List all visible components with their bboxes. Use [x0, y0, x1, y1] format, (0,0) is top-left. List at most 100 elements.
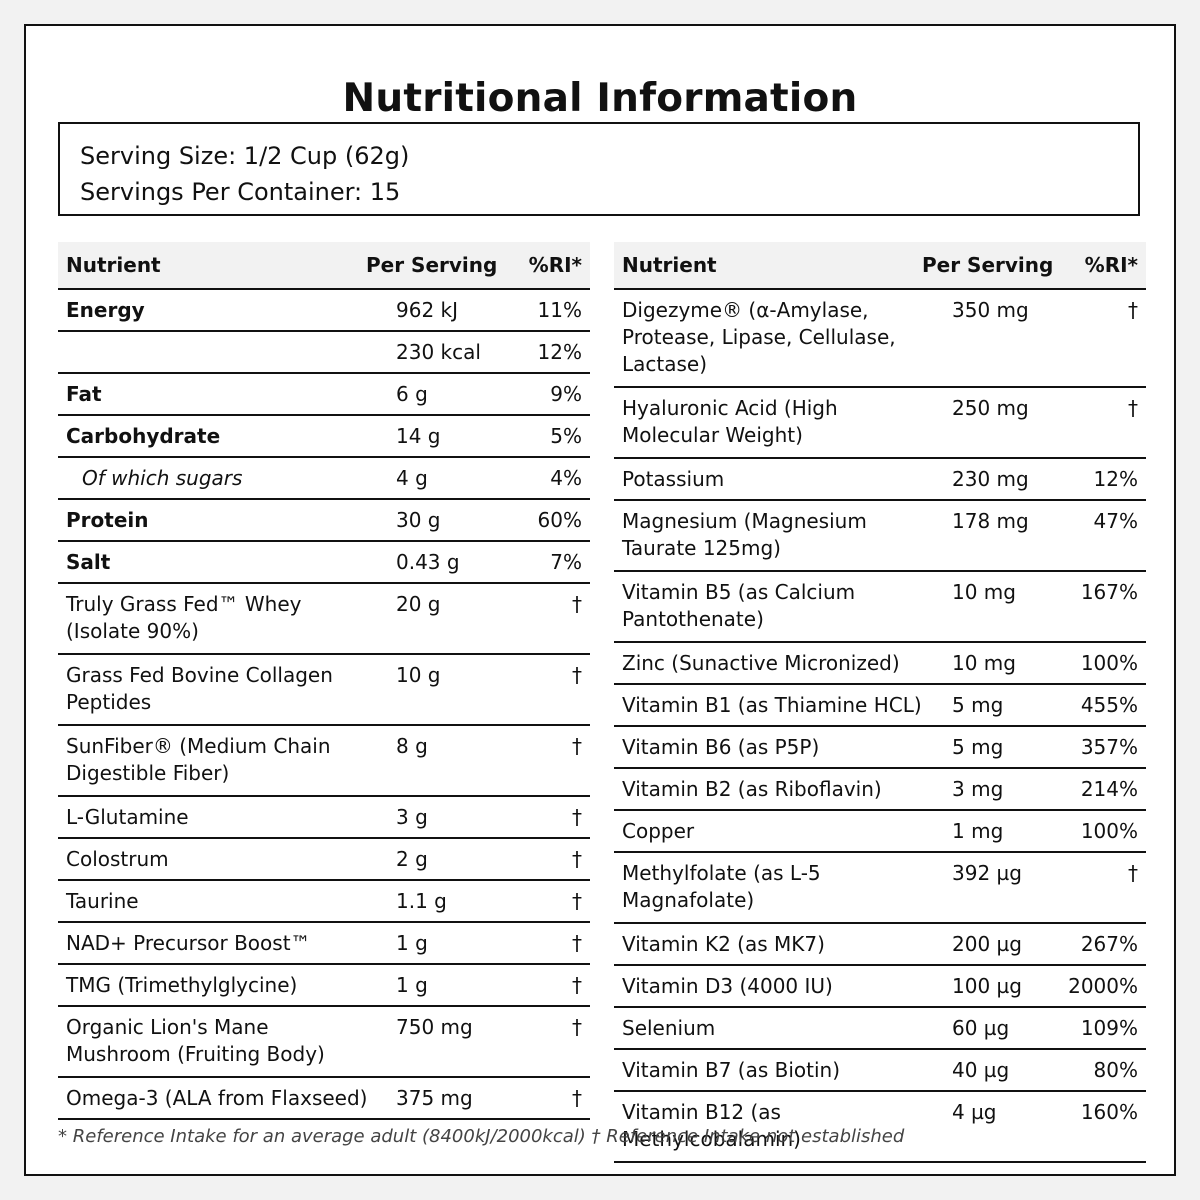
ri-value: †	[508, 880, 590, 923]
per-serving-value: 962 kJ	[358, 289, 508, 332]
table-row: Fat 6 g 9%	[58, 373, 590, 416]
per-serving-value: 2 g	[358, 838, 508, 881]
footnote: * Reference Intake for an average adult …	[58, 1126, 905, 1147]
table-row: Vitamin B6 (as P5P) 5 mg 357%	[614, 726, 1146, 769]
nutrient-name: Vitamin K2 (as MK7)	[614, 923, 914, 966]
ri-value: 357%	[1054, 726, 1146, 769]
nutrient-name: Colostrum	[58, 838, 358, 881]
table-row: Energy 962 kJ 11%	[58, 289, 590, 332]
per-serving-value: 1 g	[358, 922, 508, 965]
ri-value: 80%	[1054, 1049, 1146, 1092]
nutrient-name: Digezyme® (α-Amylase, Protease, Lipase, …	[614, 289, 914, 388]
table-row: Vitamin K2 (as MK7) 200 µg 267%	[614, 923, 1146, 966]
per-serving-value: 4 g	[358, 457, 508, 500]
per-serving-value: 14 g	[358, 415, 508, 458]
per-serving-value: 30 g	[358, 499, 508, 542]
nutrient-name: Vitamin B6 (as P5P)	[614, 726, 914, 769]
table-row: TMG (Trimethylglycine) 1 g †	[58, 964, 590, 1007]
ri-value: †	[508, 838, 590, 881]
per-serving-value: 4 µg	[914, 1091, 1054, 1163]
per-serving-value: 10 mg	[914, 642, 1054, 685]
ri-value: 455%	[1054, 684, 1146, 727]
nutrient-name: Grass Fed Bovine Collagen Peptides	[58, 654, 358, 726]
per-serving-value: 200 µg	[914, 923, 1054, 966]
per-serving-value: 10 g	[358, 654, 508, 726]
table-row: L-Glutamine 3 g †	[58, 796, 590, 839]
nutrient-name: Vitamin B12 (as Methylcobalamin)	[614, 1091, 914, 1163]
table-row: Colostrum 2 g †	[58, 838, 590, 881]
serving-size: Serving Size: 1/2 Cup (62g)	[80, 142, 410, 170]
nutrient-name: Methylfolate (as L-5 Magnafolate)	[614, 852, 914, 924]
header-per-serving: Per Serving	[914, 242, 1054, 290]
ri-value: 12%	[508, 331, 590, 374]
ri-value: 100%	[1054, 642, 1146, 685]
nutrient-name: Zinc (Sunactive Micronized)	[614, 642, 914, 685]
table-row: Salt 0.43 g 7%	[58, 541, 590, 584]
page-title: Nutritional Information	[342, 76, 858, 121]
ri-value: 12%	[1054, 458, 1146, 501]
nutrient-name: Energy	[58, 289, 358, 332]
ri-value: 214%	[1054, 768, 1146, 811]
header-ri: %RI*	[1054, 242, 1146, 290]
nutrient-name: Magnesium (Magnesium Taurate 125mg)	[614, 500, 914, 572]
nutrient-name: Selenium	[614, 1007, 914, 1050]
per-serving-value: 10 mg	[914, 571, 1054, 643]
ri-value: †	[1054, 289, 1146, 388]
header-nutrient: Nutrient	[58, 242, 358, 290]
per-serving-value: 1 g	[358, 964, 508, 1007]
per-serving-value: 6 g	[358, 373, 508, 416]
table-row: Vitamin B7 (as Biotin) 40 µg 80%	[614, 1049, 1146, 1092]
servings-per-container: Servings Per Container: 15	[80, 178, 401, 206]
table-row: 230 kcal 12%	[58, 331, 590, 374]
per-serving-value: 375 mg	[358, 1077, 508, 1120]
nutrient-name: Omega-3 (ALA from Flaxseed)	[58, 1077, 367, 1120]
nutrient-name: Vitamin B2 (as Riboflavin)	[614, 768, 914, 811]
ri-value: †	[508, 964, 590, 1007]
per-serving-value: 3 g	[358, 796, 508, 839]
nutrient-name: Hyaluronic Acid (High Molecular Weight)	[614, 387, 914, 459]
table-row: Vitamin B5 (as Calcium Pantothenate) 10 …	[614, 571, 1146, 643]
nutrient-name: Copper	[614, 810, 914, 853]
nutrient-name: Vitamin D3 (4000 IU)	[614, 965, 914, 1008]
nutrient-name: Taurine	[58, 880, 358, 923]
ri-value: †	[508, 583, 590, 655]
ri-value: 109%	[1054, 1007, 1146, 1050]
per-serving-value: 5 mg	[914, 726, 1054, 769]
nutrient-name: Vitamin B1 (as Thiamine HCL)	[614, 684, 922, 727]
per-serving-value: 3 mg	[914, 768, 1054, 811]
ri-value: †	[508, 796, 590, 839]
ri-value: †	[1054, 852, 1146, 924]
per-serving-value: 392 µg	[914, 852, 1054, 924]
header-nutrient: Nutrient	[614, 242, 914, 290]
nutrient-name	[58, 331, 358, 374]
table-row: Selenium 60 µg 109%	[614, 1007, 1146, 1050]
ri-value: 267%	[1054, 923, 1146, 966]
nutrient-name: Carbohydrate	[58, 415, 358, 458]
table-row: Digezyme® (α-Amylase, Protease, Lipase, …	[614, 289, 1146, 388]
per-serving-value: 1 mg	[914, 810, 1054, 853]
table-row: Omega-3 (ALA from Flaxseed) 375 mg †	[58, 1077, 590, 1120]
table-row: Zinc (Sunactive Micronized) 10 mg 100%	[614, 642, 1146, 685]
ri-value: 47%	[1054, 500, 1146, 572]
per-serving-value: 100 µg	[914, 965, 1054, 1008]
nutrient-name: NAD+ Precursor Boost™	[58, 922, 358, 965]
ri-value: 2000%	[1054, 965, 1146, 1008]
nutrient-name: Potassium	[614, 458, 914, 501]
serving-info-box: Serving Size: 1/2 Cup (62g) Servings Per…	[58, 122, 1140, 216]
per-serving-value: 0.43 g	[358, 541, 508, 584]
ri-value: †	[508, 654, 590, 726]
nutrient-table-right: Nutrient Per Serving %RI* Digezyme® (α-A…	[614, 242, 1146, 1163]
table-row: Hyaluronic Acid (High Molecular Weight) …	[614, 387, 1146, 459]
nutrient-name: Vitamin B7 (as Biotin)	[614, 1049, 914, 1092]
nutrient-name: SunFiber® (Medium Chain Digestible Fiber…	[58, 725, 358, 797]
table-row: Taurine 1.1 g †	[58, 880, 590, 923]
nutrient-name: Organic Lion's Mane Mushroom (Fruiting B…	[58, 1006, 358, 1078]
table-row: Vitamin B1 (as Thiamine HCL) 5 mg 455%	[614, 684, 1146, 727]
nutrient-name: TMG (Trimethylglycine)	[58, 964, 358, 1007]
table-header-row: Nutrient Per Serving %RI*	[614, 242, 1146, 290]
per-serving-value: 40 µg	[914, 1049, 1054, 1092]
nutrient-name: Fat	[58, 373, 358, 416]
per-serving-value: 230 mg	[914, 458, 1054, 501]
nutrient-name: Truly Grass Fed™ Whey (Isolate 90%)	[58, 583, 358, 655]
ri-value: †	[508, 1006, 590, 1078]
